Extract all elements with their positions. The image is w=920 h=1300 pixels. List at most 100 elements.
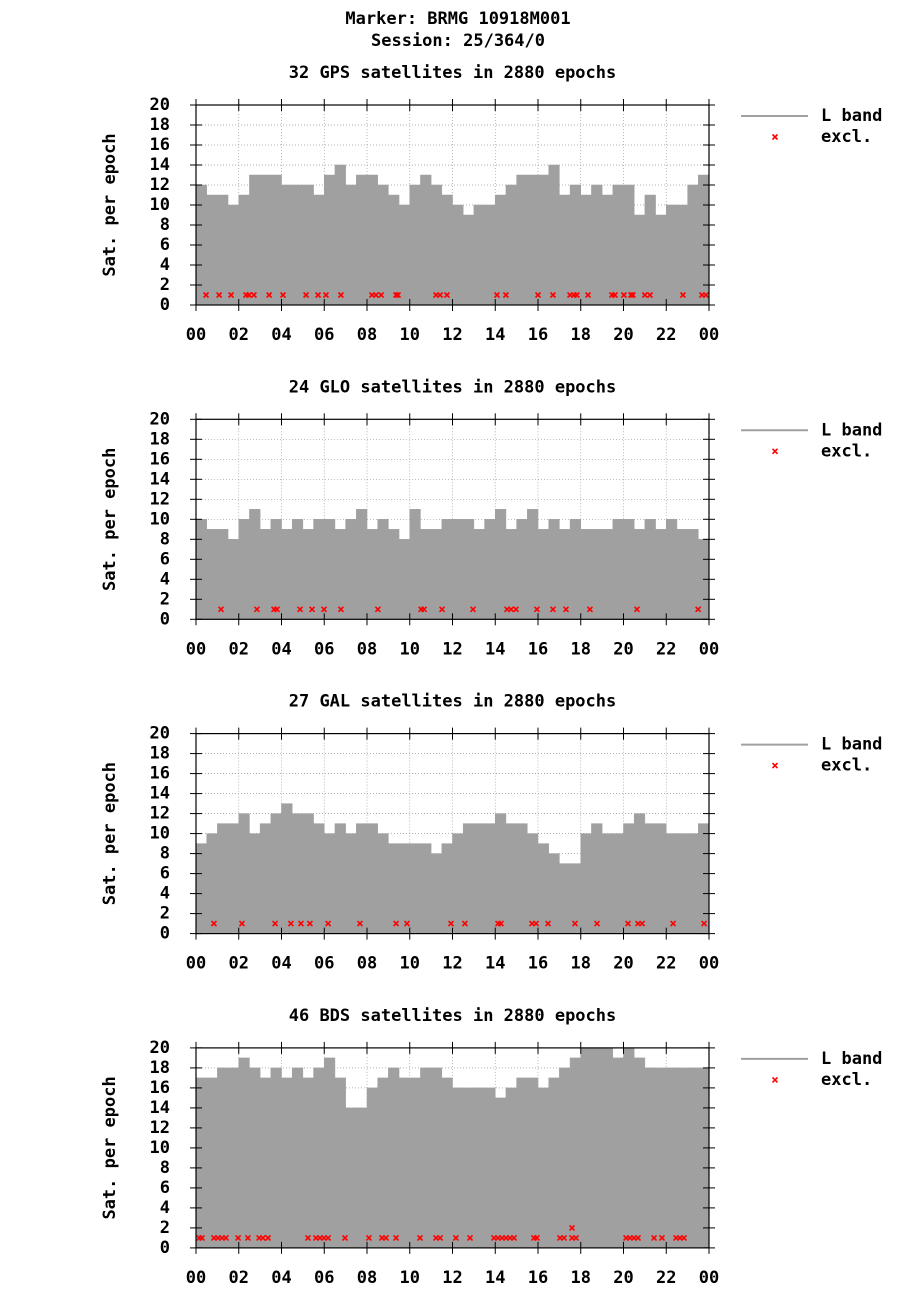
y-tick-label: 16 bbox=[150, 1078, 170, 1098]
excl-marker bbox=[416, 1234, 424, 1241]
step-bar bbox=[569, 519, 581, 620]
y-tick-label: 6 bbox=[160, 864, 170, 884]
step-bar bbox=[644, 1067, 656, 1249]
header-title: Marker: BRMG 10918M001 bbox=[345, 9, 570, 29]
step-bar bbox=[366, 1087, 378, 1249]
step-bar bbox=[409, 184, 421, 306]
step-bar bbox=[591, 823, 603, 934]
excl-marker bbox=[533, 920, 540, 927]
step-bar bbox=[612, 184, 624, 306]
excl-marker bbox=[287, 920, 294, 927]
step-bar bbox=[548, 164, 560, 306]
excl-marker bbox=[341, 1234, 349, 1241]
excl-marker bbox=[562, 606, 570, 613]
step-bar bbox=[398, 1077, 410, 1249]
excl-marker bbox=[303, 291, 310, 299]
x-tick-label: 16 bbox=[528, 954, 548, 974]
step-bar bbox=[698, 1067, 710, 1249]
y-tick-label: 8 bbox=[160, 529, 170, 549]
step-bar bbox=[473, 1087, 485, 1249]
x-tick-label: 04 bbox=[271, 1268, 291, 1288]
excl-marker bbox=[573, 291, 580, 299]
excl-marker bbox=[508, 606, 515, 613]
step-bar bbox=[324, 833, 336, 934]
excl-marker bbox=[447, 920, 455, 927]
step-bar bbox=[537, 174, 549, 306]
chart-title: 24 GLO satellites in 2880 epochs bbox=[289, 377, 617, 397]
y-tick-label: 8 bbox=[160, 844, 170, 864]
excl-marker bbox=[393, 291, 400, 299]
y-tick-label: 18 bbox=[150, 744, 170, 764]
step-bar bbox=[377, 519, 389, 620]
step-bar bbox=[227, 823, 239, 934]
step-bar bbox=[666, 833, 678, 934]
excl-marker bbox=[572, 1234, 580, 1241]
excl-marker bbox=[627, 291, 635, 299]
excl-marker bbox=[222, 1234, 229, 1241]
excl-marker bbox=[217, 606, 225, 613]
y-tick-label: 20 bbox=[150, 724, 170, 744]
step-bar bbox=[655, 529, 667, 620]
step-bar bbox=[259, 529, 272, 620]
excl-marker bbox=[393, 920, 400, 927]
excl-marker bbox=[497, 920, 505, 927]
step-bar bbox=[302, 529, 314, 620]
x-tick-label: 02 bbox=[229, 325, 249, 345]
y-tick-label: 16 bbox=[150, 449, 170, 469]
step-bar bbox=[217, 194, 229, 306]
excl-marker bbox=[374, 606, 381, 613]
step-bar bbox=[495, 509, 507, 620]
step-bar bbox=[687, 833, 699, 934]
step-bar bbox=[516, 1077, 528, 1249]
step-bar bbox=[430, 184, 443, 306]
excl-marker bbox=[421, 606, 428, 613]
step-bar bbox=[495, 1097, 507, 1249]
step-bar bbox=[270, 813, 282, 934]
step-bar bbox=[430, 853, 443, 934]
step-bar bbox=[612, 519, 624, 620]
step-bar bbox=[388, 843, 400, 934]
step-bar bbox=[548, 1077, 560, 1249]
x-tick-label: 00 bbox=[186, 1268, 206, 1288]
x-tick-label: 12 bbox=[442, 1268, 462, 1288]
x-tick-label: 06 bbox=[314, 639, 334, 659]
step-bar bbox=[462, 519, 475, 620]
step-bar bbox=[591, 184, 603, 306]
step-bar bbox=[249, 833, 261, 934]
step-bar bbox=[313, 1067, 325, 1249]
step-bar bbox=[473, 204, 485, 306]
excl-marker bbox=[620, 291, 627, 299]
excl-marker bbox=[279, 291, 287, 299]
x-tick-label: 06 bbox=[314, 954, 334, 974]
y-tick-label: 16 bbox=[150, 764, 170, 784]
x-tick-label: 00 bbox=[186, 639, 206, 659]
x-tick-label: 22 bbox=[656, 954, 676, 974]
step-bar bbox=[206, 1077, 218, 1249]
step-bar bbox=[334, 823, 346, 934]
excl-marker bbox=[365, 1234, 372, 1241]
step-bar bbox=[559, 529, 571, 620]
step-bar bbox=[527, 509, 539, 620]
step-bar bbox=[270, 174, 282, 306]
step-bar bbox=[195, 843, 207, 934]
step-bar bbox=[302, 813, 314, 934]
x-tick-label: 12 bbox=[442, 954, 462, 974]
step-bar bbox=[388, 194, 400, 306]
excl-marker bbox=[403, 920, 411, 927]
step-bar bbox=[409, 1077, 421, 1249]
step-bar bbox=[345, 833, 357, 934]
step-bar bbox=[580, 1047, 592, 1249]
step-bar bbox=[655, 1067, 667, 1249]
x-tick-label: 12 bbox=[442, 639, 462, 659]
excl-marker bbox=[202, 291, 210, 299]
step-bar bbox=[302, 184, 314, 306]
step-bar bbox=[195, 519, 207, 620]
excl-marker bbox=[624, 920, 632, 927]
step-bar bbox=[505, 1087, 517, 1249]
step-bar bbox=[527, 1077, 539, 1249]
y-tick-label: 10 bbox=[150, 1138, 170, 1158]
step-bar bbox=[345, 1107, 357, 1249]
step-bar bbox=[270, 519, 282, 620]
step-bar bbox=[462, 214, 475, 306]
step-bar bbox=[441, 1077, 453, 1249]
